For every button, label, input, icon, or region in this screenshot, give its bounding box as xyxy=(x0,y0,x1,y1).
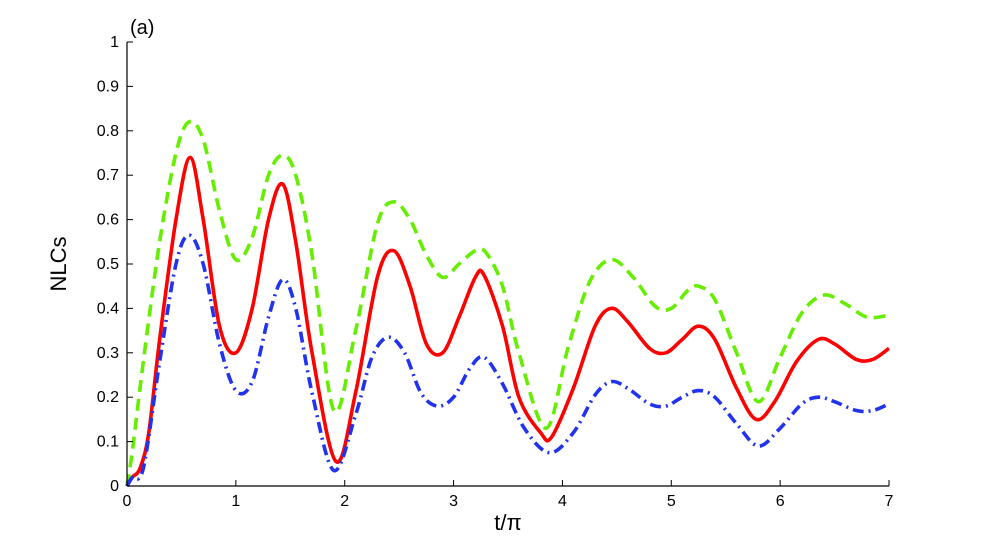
series-line-dashed xyxy=(125,119,890,487)
y-tick-label: 0.4 xyxy=(97,300,119,317)
x-tick-label: 1 xyxy=(231,493,240,510)
ticks: 0 1 2 3 4 5 6 7 0 0.1 0.2 0.3 0.4 0.5 0.6 0.7 0.8 0.9 1 xyxy=(97,34,894,510)
y-axis-label: NLCs xyxy=(46,236,71,291)
x-tick-label: 4 xyxy=(558,493,567,510)
y-tick-label: 0.9 xyxy=(97,78,119,95)
y-tick-label: 0.7 xyxy=(97,167,119,184)
x-tick-label: 5 xyxy=(667,493,676,510)
x-tick-label: 0 xyxy=(123,493,132,510)
x-tick-label: 2 xyxy=(340,493,349,510)
y-tick-label: 0.1 xyxy=(97,434,119,451)
y-tick-label: 0.2 xyxy=(97,389,119,406)
x-tick-label: 6 xyxy=(776,493,785,510)
series-line-dashdot xyxy=(125,233,890,487)
panel-label: (a) xyxy=(130,17,154,39)
y-tick-label: 0.5 xyxy=(97,256,119,273)
y-tick-label: 0.6 xyxy=(97,212,119,229)
y-tick-label: 0.8 xyxy=(97,123,119,140)
x-axis-label: t/π xyxy=(494,510,521,535)
y-tick-label: 1 xyxy=(110,34,119,51)
x-tick-label: 3 xyxy=(449,493,458,510)
y-tick-label: 0.3 xyxy=(97,345,119,362)
series-layer xyxy=(125,119,891,487)
x-tick-label: 7 xyxy=(885,493,894,510)
series-line-solid xyxy=(125,155,891,487)
axes xyxy=(126,42,889,487)
y-tick-label: 0 xyxy=(110,478,119,495)
